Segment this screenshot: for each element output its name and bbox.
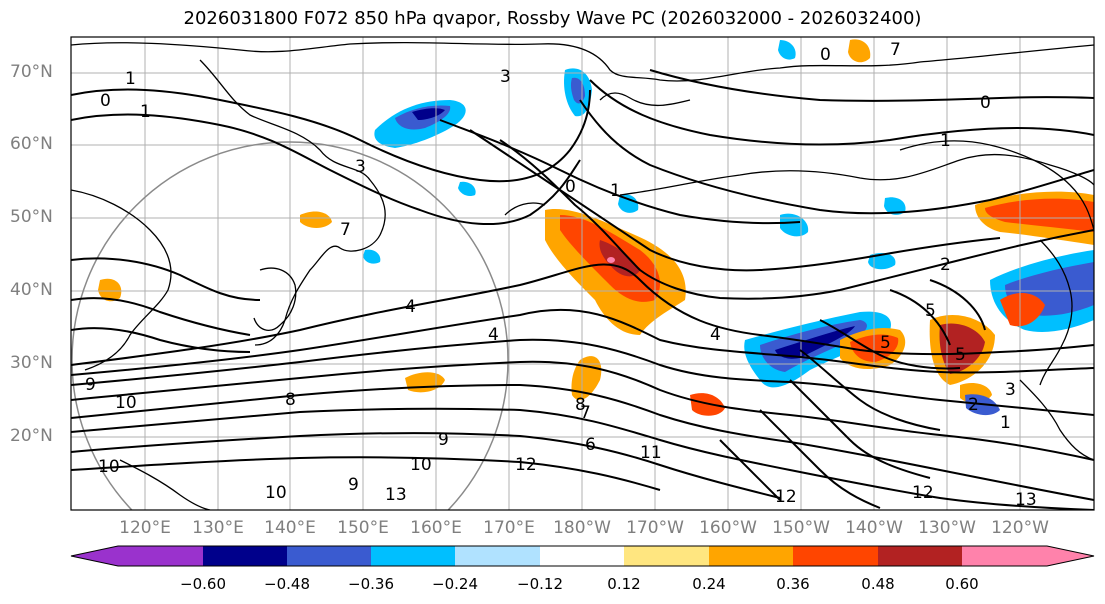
contour-label: 7 — [580, 403, 591, 423]
contour-label: 1 — [125, 69, 136, 89]
contour-label: 7 — [340, 220, 351, 240]
colorbar-tick-label: 0.24 — [692, 575, 726, 593]
contour-label: 13 — [1015, 490, 1037, 510]
contour-label: 4 — [488, 325, 499, 345]
contour-label: 6 — [585, 435, 596, 455]
colorbar-tick-label: −0.48 — [264, 575, 310, 593]
contour-label: 12 — [912, 483, 934, 503]
lon-label: 150°E — [337, 518, 389, 538]
colorbar-tick-label: −0.36 — [348, 575, 394, 593]
contour-label: 12 — [775, 487, 797, 507]
contour-label: 11 — [640, 443, 662, 463]
coastlines — [71, 41, 1094, 510]
lon-label: 150°W — [772, 518, 830, 538]
contour-label: 5 — [880, 333, 891, 353]
contour-label: 2 — [968, 395, 979, 415]
map-frame — [70, 36, 1095, 511]
contour-label: 10 — [410, 455, 432, 475]
contour-label: 4 — [405, 297, 416, 317]
contour-labels: 1 0 1 3 0 1 0 1 3 4 4 5 7 9 10 8 9 10 10… — [85, 40, 1037, 510]
gridlines — [71, 37, 1094, 510]
contour-label: 2 — [940, 255, 951, 275]
anomaly-positive-coast-inner — [985, 198, 1094, 232]
contour-label: 1 — [140, 102, 151, 122]
contour-label: 0 — [980, 93, 991, 113]
reference-circle — [71, 141, 509, 510]
anomaly-positive-central-peak — [607, 257, 615, 263]
contour-label: 0 — [565, 177, 576, 197]
lon-label: 160°E — [410, 518, 462, 538]
lon-label: 120°W — [991, 518, 1049, 538]
lat-label: 60°N — [10, 134, 53, 154]
colorbar-tick-label: 0.12 — [607, 575, 641, 593]
colorbar-tick-label: 0.48 — [861, 575, 895, 593]
anomaly-positive-sw2 — [1000, 293, 1045, 327]
contour-label: 3 — [355, 157, 366, 177]
contour-label: 12 — [515, 455, 537, 475]
colorbar-tick-label: −0.60 — [180, 575, 226, 593]
colorbar-tick-label: −0.24 — [432, 575, 478, 593]
chart-title: 2026031800 F072 850 hPa qvapor, Rossby W… — [183, 8, 922, 29]
patch-12 — [778, 40, 796, 60]
contour-label: 1 — [610, 181, 621, 201]
colorbar-tick-label: 0.36 — [776, 575, 810, 593]
shading-layer — [98, 39, 1094, 416]
anomaly-negative-bering-inner — [570, 77, 585, 104]
contour-label: 5 — [955, 345, 966, 365]
patch-8 — [98, 278, 122, 302]
contour-label: 8 — [285, 390, 296, 410]
lat-label: 30°N — [10, 353, 53, 373]
lat-label: 40°N — [10, 280, 53, 300]
contour-label: 8 — [575, 395, 586, 415]
patch-10 — [884, 197, 906, 215]
contour-label: 1 — [940, 131, 951, 151]
contour-label: 9 — [348, 475, 359, 495]
anomaly-positive-central-core — [599, 240, 640, 277]
contour-label: 3 — [1005, 380, 1016, 400]
patch-15 — [458, 181, 476, 197]
patch-5 — [300, 211, 332, 228]
colorbar-tick-label: −0.12 — [517, 575, 563, 593]
contour-label: 13 — [385, 485, 407, 505]
lat-label: 20°N — [10, 426, 53, 446]
contour-label: 5 — [925, 301, 936, 321]
contour-label: 0 — [100, 91, 111, 111]
contour-label: 3 — [500, 67, 511, 87]
anomaly-negative-north-core — [412, 108, 445, 120]
lon-label: 170°W — [626, 518, 684, 538]
lon-label: 160°W — [699, 518, 757, 538]
contour-label: 1 — [1000, 413, 1011, 433]
contour-label: 10 — [115, 393, 137, 413]
patch-14 — [363, 249, 381, 264]
contour-label: 7 — [890, 40, 901, 60]
patch-13 — [618, 194, 639, 213]
lon-label: 120°E — [119, 518, 171, 538]
contour-label: 9 — [85, 375, 96, 395]
colorbar-tick-label: 0.60 — [945, 575, 979, 593]
patch-11 — [868, 253, 896, 270]
lon-label: 130°E — [192, 518, 244, 538]
patch-4 — [848, 39, 871, 63]
lon-label: 140°E — [264, 518, 316, 538]
contour-label: 10 — [265, 483, 287, 503]
contour-label: 10 — [98, 457, 120, 477]
lon-label: 130°W — [918, 518, 976, 538]
anomaly-positive-sw-inner — [939, 323, 985, 374]
contour-label: 4 — [710, 325, 721, 345]
contours — [71, 69, 1094, 510]
lon-label: 180°W — [553, 518, 611, 538]
lat-label: 70°N — [10, 62, 53, 82]
lon-label: 170°E — [483, 518, 535, 538]
lon-label: 140°W — [845, 518, 903, 538]
contour-label: 0 — [820, 45, 831, 65]
lat-label: 50°N — [10, 207, 53, 227]
contour-label: 9 — [438, 430, 449, 450]
